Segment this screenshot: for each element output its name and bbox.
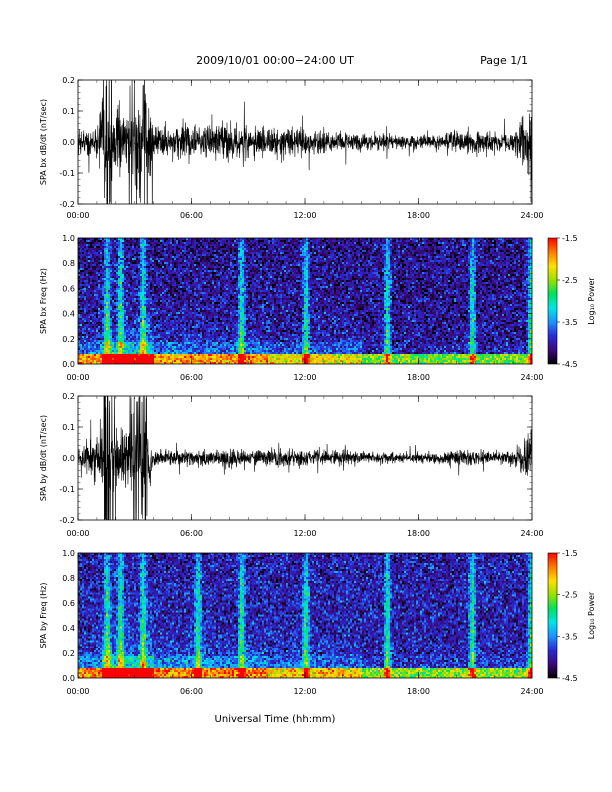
y-tick-label: 0.4 [62,624,75,633]
y-tick-label: 0.2 [62,76,75,85]
y-axis-label: SPA bx Freq (Hz) [39,268,48,334]
colorbar-title: Log₁₀ Power [587,277,596,325]
x-tick-label: 06:00 [180,687,203,696]
colorbar-2 [547,237,558,365]
x-tick-label: 06:00 [180,529,203,538]
panel-2: -1.5 -2.5 -3.5 -4.5 Log₁₀ Power 1.0 0.8 0.6 0.4 0… [39,234,596,382]
colorbar-title: Log₁₀ Power [587,591,596,639]
y-axis-label: SPA by dB/dt (nT/sec) [39,415,48,501]
x-tick-label: 12:00 [293,373,316,382]
colorbar-tick-label: -4.5 [562,360,578,369]
colorbar-tick-label: -4.5 [562,674,578,683]
x-tick-label: 18:00 [407,529,430,538]
y-tick-label: 0.8 [62,574,75,583]
x-tick-label: 12:00 [293,529,316,538]
colorbar-4 [547,552,558,679]
y-tick-label: 0.6 [62,599,75,608]
y-tick-label: 0.0 [62,138,75,147]
y-tick-label: 0.4 [62,310,75,319]
y-tick-label: 0.0 [62,454,75,463]
x-tick-label: 18:00 [407,687,430,696]
date-range-title: 2009/10/01 00:00−24:00 UT [196,54,354,67]
page-indicator: Page 1/1 [480,54,528,67]
colorbar-tick-label: -2.5 [562,591,578,600]
colorbar-tick-label: -3.5 [562,318,578,327]
colorbar-tick-label: -1.5 [562,549,578,558]
y-tick-label: 1.0 [62,234,75,243]
colorbar-tick-label: -3.5 [562,632,578,641]
y-tick-label: -0.1 [59,485,75,494]
spectrogram-image-2 [78,238,532,364]
waveform-trace-1 [78,80,532,204]
spectrogram-image-4 [78,553,532,678]
x-tick-label: 18:00 [407,373,430,382]
y-axis-label: SPA by Freq (Hz) [39,583,48,649]
y-tick-label: 0.6 [62,284,75,293]
y-tick-label: -0.2 [59,200,75,209]
y-tick-label: 0.1 [62,107,75,116]
x-tick-label: 00:00 [66,373,89,382]
panel-3: 0.2 0.1 0.0 -0.1 -0.2 00:00 06:00 12:00 18:00 24:… [39,392,544,538]
x-axis-title: Universal Time (hh:mm) [215,714,336,725]
colorbar-tick-label: -1.5 [562,234,578,243]
panels-group: 0.2 0.1 0.0 -0.1 -0.2 00:00 06:00 12:00 18:00 24:… [39,76,596,696]
x-tick-label: 00:00 [66,529,89,538]
x-tick-label: 12:00 [293,211,316,220]
panel-1: 0.2 0.1 0.0 -0.1 -0.2 00:00 06:00 12:00 18:00 24:… [39,76,544,220]
y-tick-label: 1.0 [62,549,75,558]
x-tick-label: 00:00 [66,687,89,696]
x-tick-label: 24:00 [520,373,543,382]
x-tick-label: 06:00 [180,373,203,382]
y-tick-label: 0.1 [62,423,75,432]
y-tick-label: 0.2 [62,649,75,658]
panel-4: -1.5 -2.5 -3.5 -4.5 Log₁₀ Power 1.0 0.8 0.6 0.4 0… [39,549,596,696]
x-tick-label: 18:00 [407,211,430,220]
x-tick-label: 00:00 [66,211,89,220]
y-tick-label: 0.2 [62,335,75,344]
y-tick-label: 0.8 [62,259,75,268]
x-tick-label: 24:00 [520,211,543,220]
waveform-trace-3 [78,396,532,520]
x-tick-label: 24:00 [520,529,543,538]
y-tick-label: -0.1 [59,169,75,178]
x-tick-label: 12:00 [293,687,316,696]
y-tick-label: 0.0 [62,360,75,369]
y-tick-label: 0.0 [62,674,75,683]
y-axis-label: SPA bx dB/dt (nT/sec) [39,99,48,185]
y-tick-label: -0.2 [59,516,75,525]
x-tick-label: 06:00 [180,211,203,220]
colorbar-tick-label: -2.5 [562,276,578,285]
y-tick-label: 0.2 [62,392,75,401]
x-tick-label: 24:00 [520,687,543,696]
